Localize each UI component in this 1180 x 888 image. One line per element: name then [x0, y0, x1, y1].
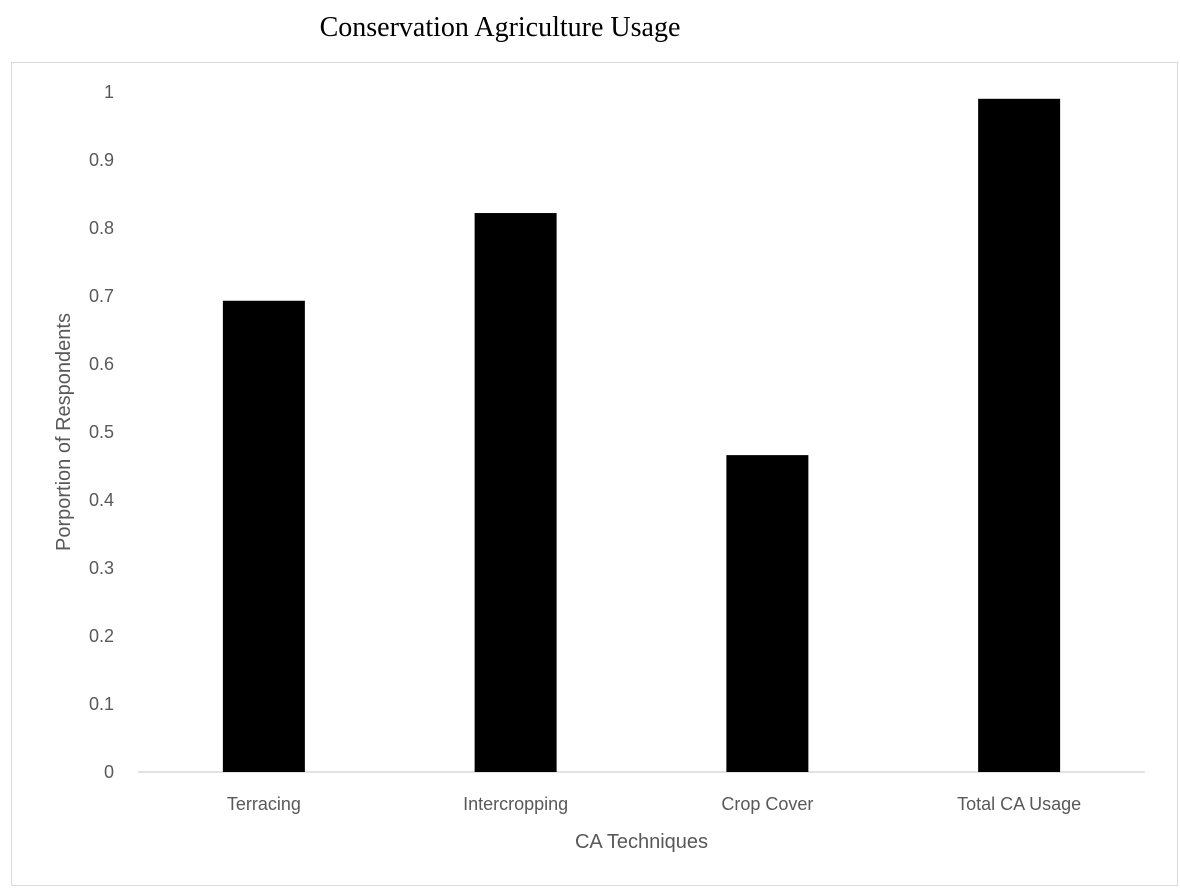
- y-tick-label: 1: [104, 82, 114, 102]
- y-tick-label: 0.2: [89, 626, 114, 646]
- bar-intercropping: [474, 213, 557, 773]
- y-tick-label: 0.5: [89, 422, 114, 442]
- x-tick-label: Intercropping: [463, 794, 568, 814]
- y-tick-label: 0.8: [89, 218, 114, 238]
- chart-title: Conservation Agriculture Usage: [319, 12, 681, 43]
- x-tick-label: Total CA Usage: [957, 794, 1081, 814]
- bar-total-ca-usage: [978, 98, 1061, 773]
- bar-terracing: [222, 300, 305, 772]
- x-tick-label: Terracing: [227, 794, 301, 814]
- y-axis-ticks: 0 0.1 0.2 0.3 0.4 0.5 0.6 0.7 0.8 0.9 1: [89, 82, 114, 782]
- y-tick-label: 0: [104, 762, 114, 782]
- y-tick-label: 0.7: [89, 286, 114, 306]
- y-tick-label: 0.3: [89, 558, 114, 578]
- x-tick-label: Crop Cover: [721, 794, 813, 814]
- bars: [222, 98, 1061, 773]
- bar-crop-cover: [726, 455, 809, 772]
- x-axis-labels: Terracing Intercropping Crop Cover Total CA…: [227, 794, 1081, 814]
- y-axis-title: Porportion of Respondents: [53, 313, 75, 551]
- x-axis-title: CA Techniques: [575, 831, 708, 853]
- y-tick-label: 0.4: [89, 490, 114, 510]
- y-tick-label: 0.9: [89, 150, 114, 170]
- y-tick-label: 0.1: [89, 694, 114, 714]
- y-tick-label: 0.6: [89, 354, 114, 374]
